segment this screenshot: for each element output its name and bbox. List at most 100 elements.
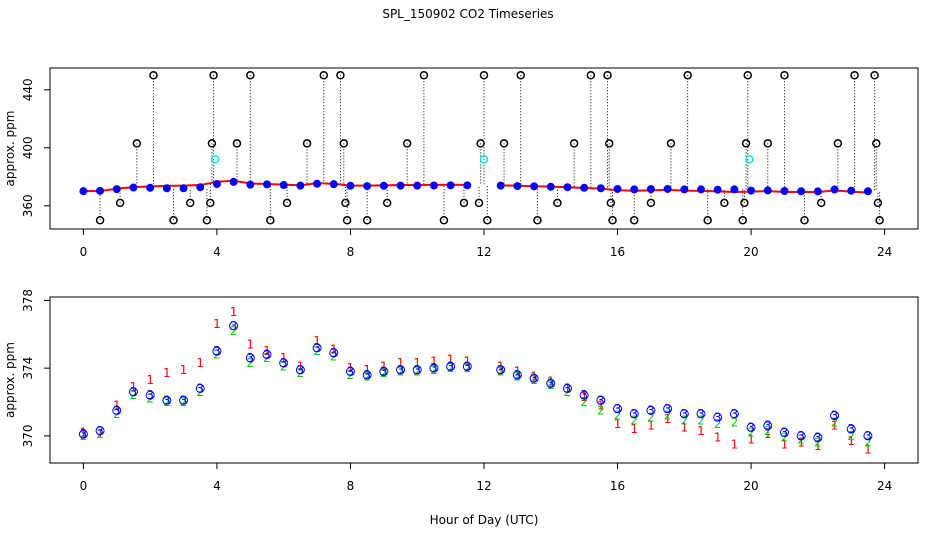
point-symbol: 2 — [580, 395, 588, 409]
point — [396, 181, 405, 190]
point-circle — [863, 431, 873, 441]
point — [780, 186, 789, 195]
point-symbol: 1 — [664, 412, 672, 426]
outlier-point — [459, 198, 469, 208]
point-circle — [345, 367, 355, 377]
outlier-point — [646, 198, 656, 208]
point-symbol: 3 — [297, 363, 305, 377]
point-circle — [95, 426, 105, 436]
point-symbol: 2 — [180, 395, 188, 409]
outlier-point — [205, 198, 215, 208]
outlier-point — [342, 216, 352, 225]
point-symbol: 3 — [363, 368, 371, 382]
point-symbol: 1 — [230, 305, 238, 319]
point-symbol: 2 — [497, 365, 505, 379]
point-symbol: 3 — [814, 431, 822, 445]
x-tick-label: 20 — [743, 245, 758, 259]
y-tick-label: 440 — [21, 78, 35, 101]
point-symbol: 3 — [246, 351, 254, 365]
point — [847, 186, 856, 195]
x-axis-label: Hour of Day (UTC) — [430, 513, 539, 527]
point — [463, 181, 472, 190]
x-tick-label: 8 — [347, 479, 355, 493]
x-tick-label: 16 — [610, 245, 625, 259]
point-symbol: 3 — [680, 407, 688, 421]
outlier-point — [666, 139, 676, 148]
point — [129, 183, 138, 192]
point-symbol: 3 — [146, 388, 154, 402]
point-circle — [329, 348, 339, 358]
point-symbol: 1 — [847, 434, 855, 448]
point-symbol: 2 — [797, 432, 805, 446]
point-symbol: 1 — [380, 359, 388, 373]
point-symbol: 1 — [831, 419, 839, 433]
point — [379, 181, 388, 190]
point — [830, 185, 839, 194]
highlight-point — [211, 155, 220, 164]
outlier-point — [209, 71, 218, 80]
point-symbol: 1 — [614, 417, 622, 431]
point — [263, 180, 271, 189]
point-symbol: 3 — [330, 346, 338, 360]
point — [747, 186, 756, 195]
point — [663, 184, 672, 193]
point-circle — [245, 353, 255, 363]
point-circle — [446, 361, 456, 371]
outlier-point — [816, 198, 826, 208]
point-symbol: 2 — [564, 385, 572, 399]
point — [329, 180, 338, 189]
outlier-point — [629, 216, 639, 225]
point-circle — [646, 405, 656, 415]
point-circle — [212, 346, 222, 356]
point-circle — [279, 358, 289, 368]
point-symbol: 2 — [130, 388, 138, 402]
point-symbol: 1 — [113, 398, 121, 412]
point-symbol: 1 — [731, 437, 739, 451]
point-symbol: 2 — [831, 415, 839, 429]
point-circle — [596, 395, 606, 405]
point — [96, 186, 105, 195]
outlier-point — [741, 139, 751, 148]
point-circle — [496, 365, 506, 375]
y-tick-label: 374 — [21, 357, 35, 380]
point-symbol: 3 — [797, 429, 805, 443]
point-symbol: 1 — [514, 365, 522, 379]
point-symbol: 1 — [96, 427, 104, 441]
outlier-point — [402, 139, 412, 148]
point-symbol: 2 — [547, 378, 555, 392]
point-symbol: 1 — [246, 337, 254, 351]
point-symbol: 2 — [647, 410, 655, 424]
outlier-point — [341, 198, 350, 208]
x-tick-label: 16 — [610, 479, 625, 493]
point-circle — [696, 409, 706, 419]
point-circle — [846, 424, 856, 434]
point-circle — [362, 370, 372, 380]
point-symbol: 2 — [413, 365, 421, 379]
point-symbol: 2 — [330, 349, 338, 363]
point-symbol: 3 — [463, 359, 471, 373]
point-circle — [112, 405, 122, 415]
point-symbol: 1 — [697, 424, 705, 438]
point — [496, 181, 505, 190]
point-symbol: 1 — [864, 442, 872, 456]
point-symbol: 3 — [413, 363, 421, 377]
point-symbol: 3 — [497, 363, 505, 377]
point-circle — [779, 428, 789, 438]
point-symbol: 1 — [313, 334, 321, 348]
point — [763, 186, 772, 195]
outlier-point — [586, 71, 596, 80]
point-symbol: 2 — [213, 348, 221, 362]
point-symbol: 2 — [196, 385, 204, 399]
point-symbol: 1 — [263, 344, 271, 358]
point-circle — [262, 350, 272, 360]
point-symbol: 2 — [731, 415, 739, 429]
point-symbol: 2 — [447, 361, 455, 375]
outlier-point — [569, 139, 579, 148]
point — [596, 184, 605, 193]
x-tick-label: 20 — [743, 479, 758, 493]
x-tick-label: 8 — [347, 245, 355, 259]
point-symbol: 3 — [764, 419, 772, 433]
point-symbol: 3 — [731, 407, 739, 421]
point-circle — [663, 404, 673, 414]
